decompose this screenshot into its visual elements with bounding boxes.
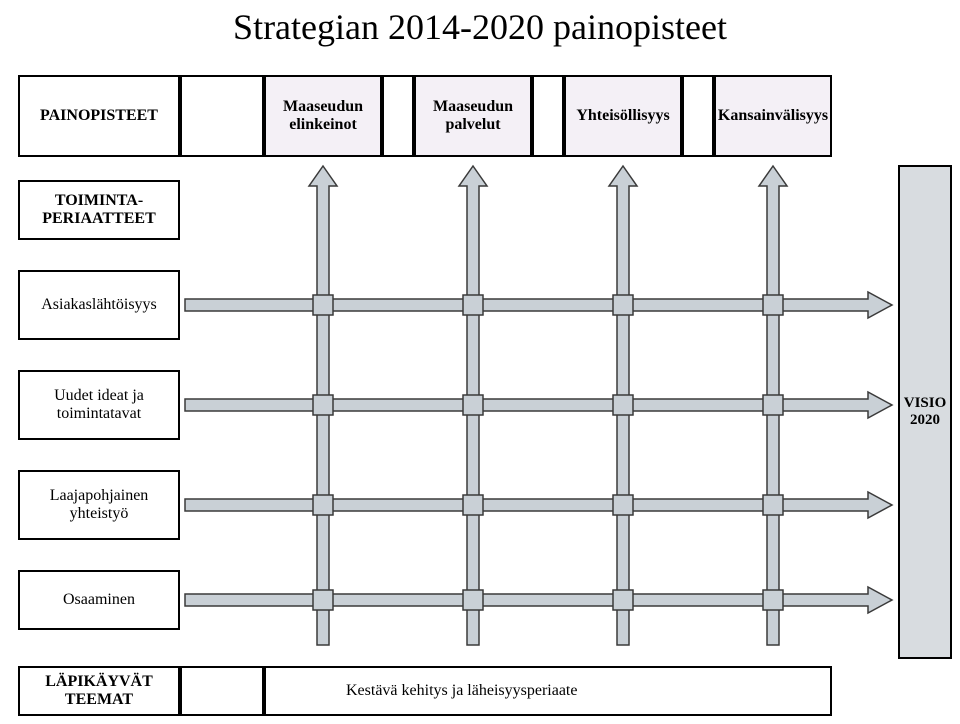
visio-text: VISIO: [904, 395, 947, 412]
header-col-0: Maaseudun elinkeinot: [264, 75, 382, 157]
header-col-1: Maaseudun palvelut: [414, 75, 532, 157]
bottom-spacer: [180, 666, 264, 716]
visio-text: 2020: [910, 412, 940, 429]
header-col-spacer-1: [532, 75, 564, 157]
left-row-uudet: Uudet ideat ja toimintatavat: [18, 370, 180, 440]
left-row-toiminta: TOIMINTA-PERIAATTEET: [18, 180, 180, 240]
header-spacer: [180, 75, 264, 157]
bottom-left-label: LÄPIKÄYVÄT TEEMAT: [18, 666, 180, 716]
left-row-asiakas: Asiakaslähtöisyys: [18, 270, 180, 340]
left-row-osaaminen: Osaaminen: [18, 570, 180, 630]
page-title: Strategian 2014-2020 painopisteet: [0, 6, 960, 48]
header-col-3: Kansainvälisyys: [714, 75, 832, 157]
header-col-spacer-0: [382, 75, 414, 157]
header-col-spacer-2: [682, 75, 714, 157]
bottom-row: Kestävä kehitys ja läheisyysperiaate: [264, 666, 832, 716]
header-col-2: Yhteisöllisyys: [564, 75, 682, 157]
header-left-label: PAINOPISTEET: [18, 75, 180, 157]
visio-column: VISIO2020: [898, 165, 952, 659]
left-row-laaja: Laajapohjainen yhteistyö: [18, 470, 180, 540]
